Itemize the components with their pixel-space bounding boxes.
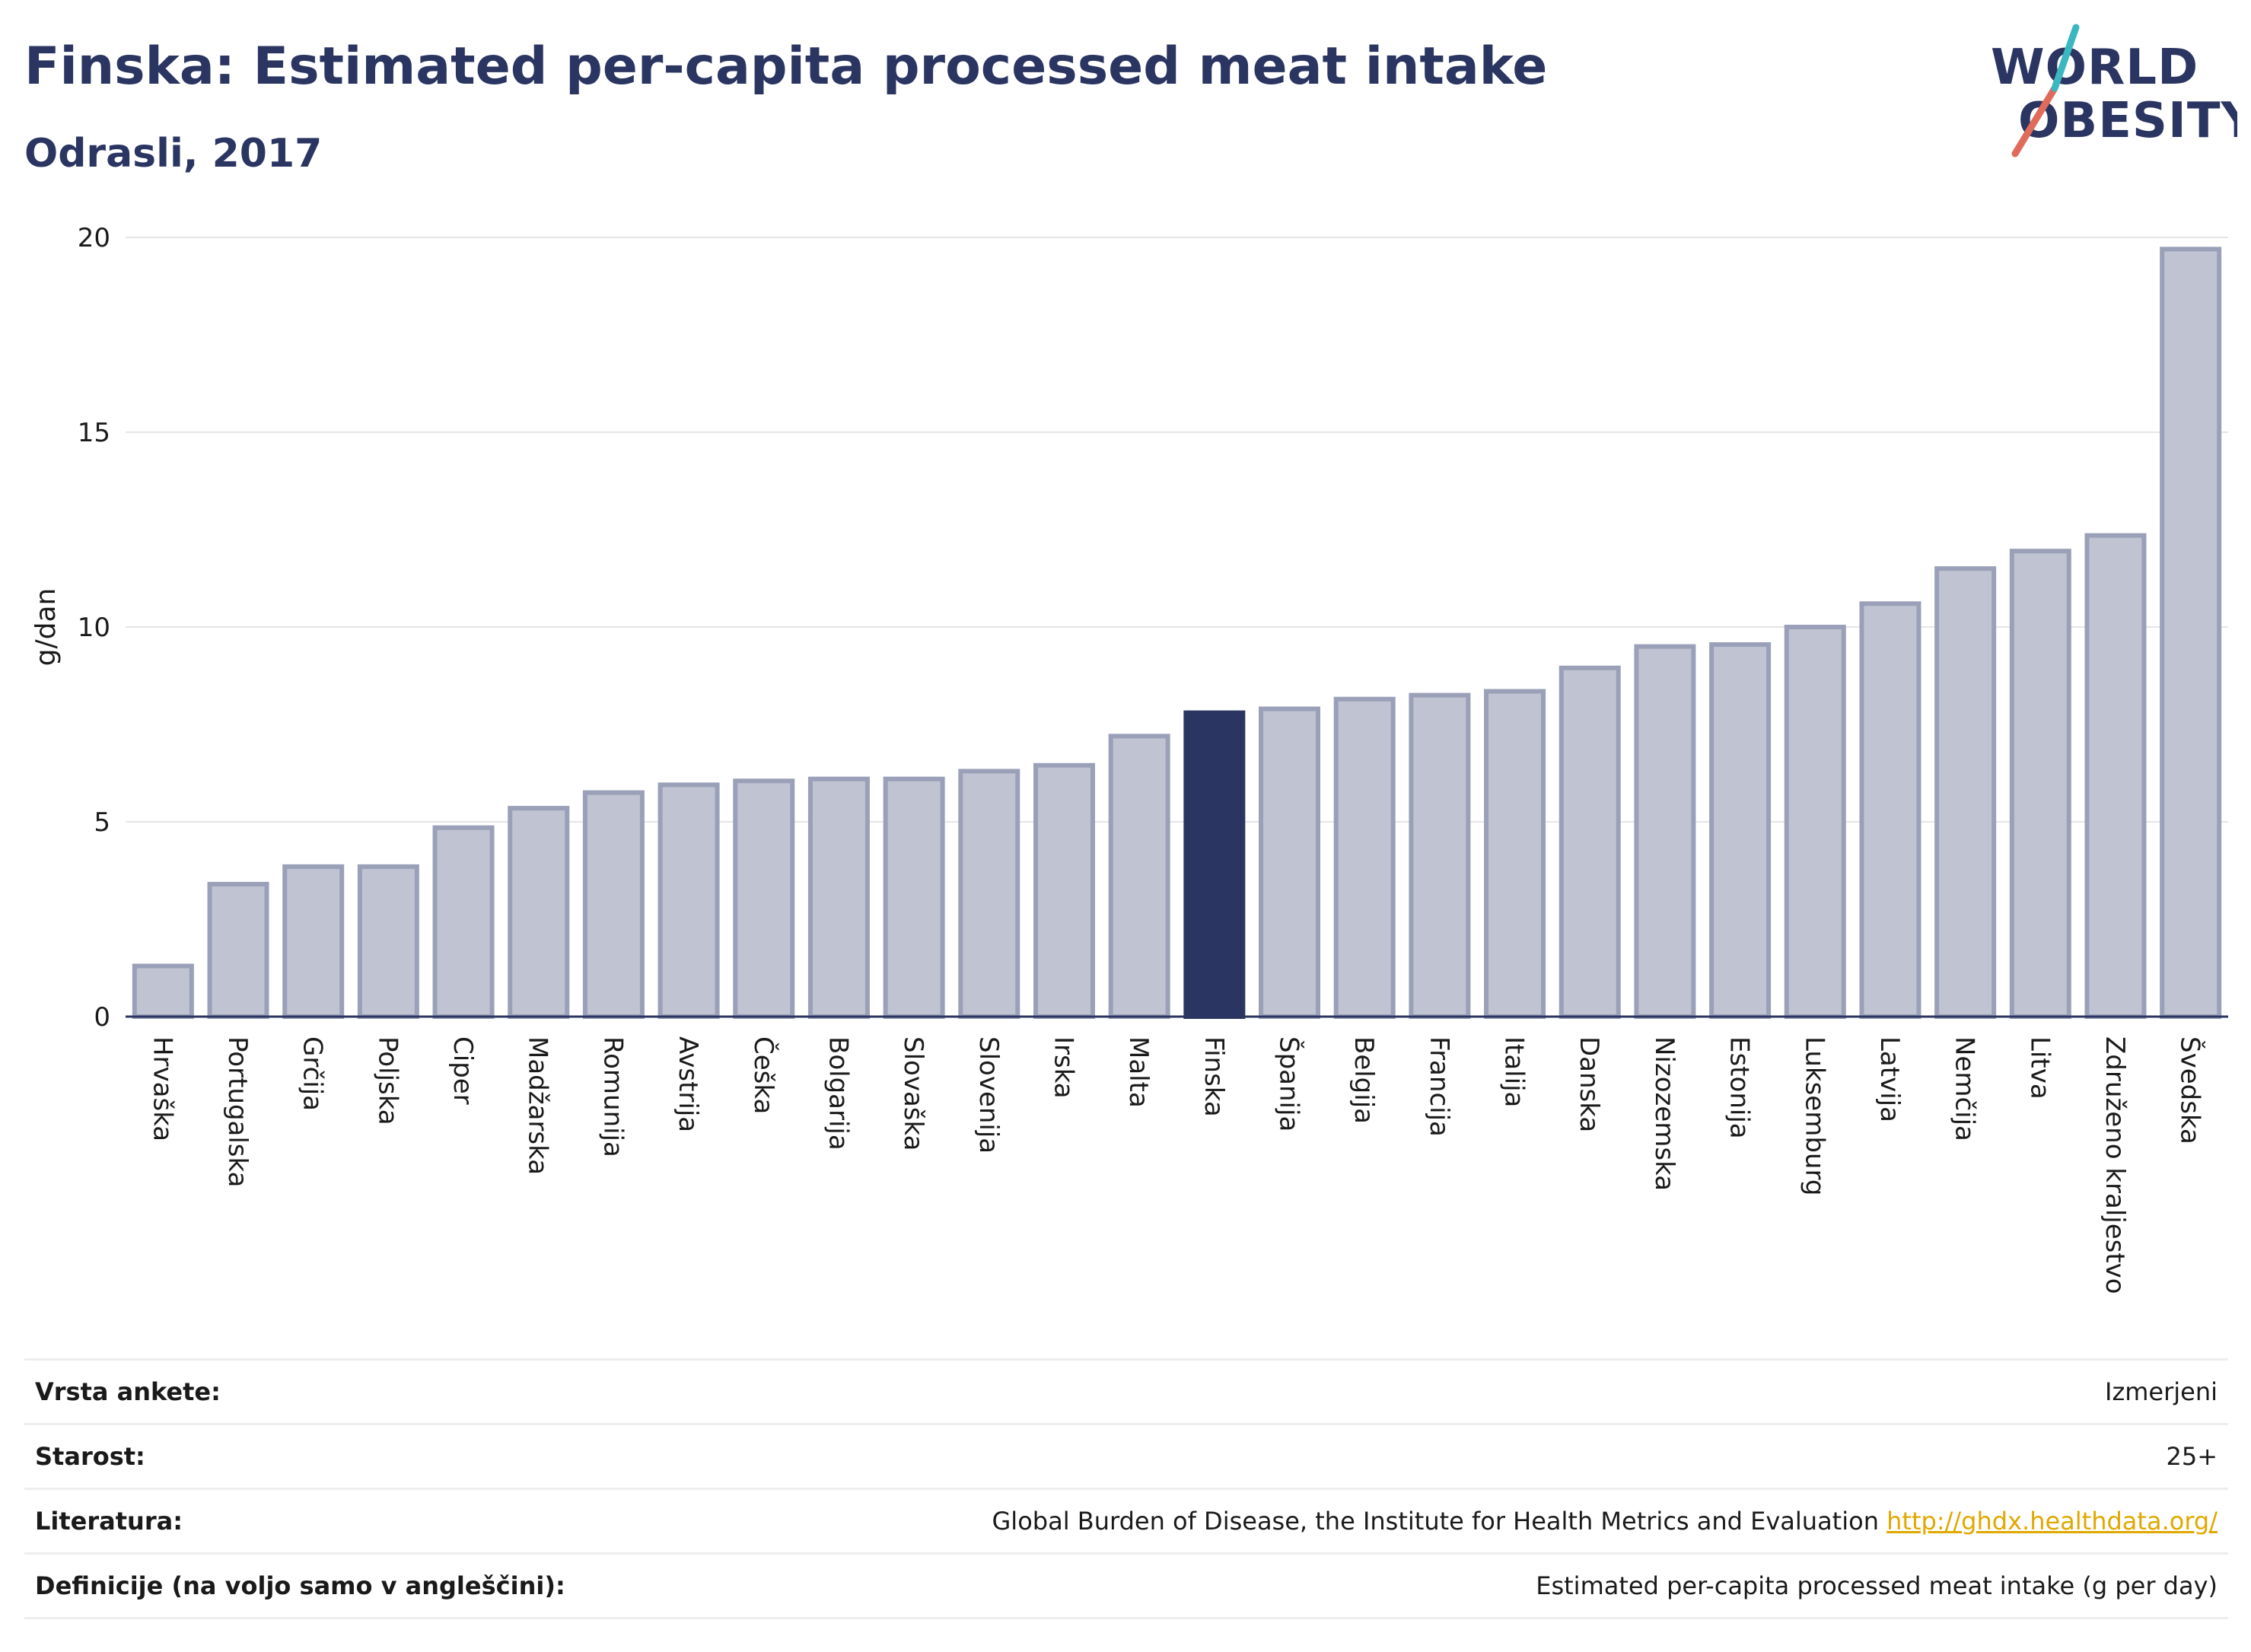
bar-chart: 0 5 10 15 20 Hrvaška Portugalska Grčija Poljska… [30, 223, 2228, 1294]
x-category-label: Slovaška [898, 1036, 928, 1151]
bar[interactable] [1709, 642, 1772, 1019]
bar-highlight[interactable] [1183, 710, 1246, 1019]
logo-slash-teal-icon [2051, 24, 2080, 92]
bar[interactable] [1634, 644, 1696, 1019]
info-label: Literatura: [35, 1507, 183, 1536]
bar[interactable] [1033, 762, 1095, 1019]
info-row-survey-type: Vrsta ankete: Izmerjeni [24, 1358, 2228, 1423]
bar[interactable] [958, 769, 1020, 1019]
bar[interactable] [582, 790, 645, 1019]
info-table: Vrsta ankete: Izmerjeni Starost: 25+ Lit… [24, 1358, 2228, 1619]
bars [132, 247, 2222, 1020]
bar[interactable] [1859, 601, 1921, 1019]
bar[interactable] [432, 825, 495, 1020]
x-category-label: Italija [1499, 1036, 1530, 1107]
bar[interactable] [1934, 566, 1997, 1019]
info-label: Vrsta ankete: [35, 1377, 221, 1406]
x-category-label: Malta [1123, 1036, 1154, 1108]
bar[interactable] [1559, 665, 1621, 1019]
y-tick-label: 0 [94, 1002, 110, 1033]
y-tick-label: 15 [78, 418, 110, 448]
bar[interactable] [357, 864, 419, 1019]
x-category-label: Češka [748, 1036, 779, 1114]
logo-line1: WORLD [1991, 40, 2198, 96]
info-row-definitions: Definicije (na voljo samo v angleščini):… [24, 1552, 2228, 1619]
chart-subtitle: Odrasli, 2017 [24, 131, 323, 177]
x-category-label: Švedska [2175, 1036, 2206, 1144]
y-tick-label: 20 [78, 223, 110, 253]
bar[interactable] [807, 776, 870, 1019]
x-category-label: Belgija [1348, 1036, 1379, 1124]
info-value: Estimated per-capita processed meat inta… [1536, 1571, 2218, 1600]
info-row-literature: Literatura: Global Burden of Disease, th… [24, 1488, 2228, 1552]
y-axis-ticks: 0 5 10 15 20 [78, 223, 110, 1033]
literature-link[interactable]: http://ghdx.healthdata.org/ [1886, 1507, 2218, 1536]
x-category-label: Združeno kraljestvo [2100, 1036, 2130, 1294]
x-category-label: Danska [1574, 1036, 1604, 1132]
y-tick-label: 10 [78, 613, 110, 643]
info-value-literature: Global Burden of Disease, the Institute … [992, 1507, 2229, 1536]
bar[interactable] [1108, 734, 1170, 1019]
x-category-label: Nizozemska [1649, 1036, 1679, 1191]
bar[interactable] [508, 806, 570, 1019]
x-category-label: Španija [1274, 1036, 1305, 1132]
x-category-label: Irska [1048, 1036, 1078, 1099]
bar[interactable] [2084, 533, 2147, 1019]
logo-slash-red-icon [2011, 84, 2058, 158]
x-category-label: Madžarska [523, 1036, 553, 1175]
x-category-label: Grčija [298, 1036, 328, 1111]
bar[interactable] [657, 782, 720, 1019]
bar[interactable] [1333, 696, 1396, 1019]
info-label: Definicije (na voljo samo v angleščini): [35, 1571, 565, 1600]
bar[interactable] [1784, 625, 1846, 1019]
x-category-label: Estonija [1724, 1036, 1755, 1139]
x-category-label: Litva [2024, 1036, 2055, 1100]
bar[interactable] [2009, 549, 2071, 1019]
bar[interactable] [207, 881, 269, 1020]
x-category-label: Hrvaška [147, 1036, 177, 1141]
x-category-label: Portugalska [222, 1036, 253, 1187]
x-category-label: Bolgarija [823, 1036, 853, 1151]
x-category-label: Nemčija [1950, 1036, 1980, 1141]
bar[interactable] [1484, 689, 1546, 1019]
x-category-label: Poljska [372, 1036, 403, 1125]
x-category-label: Latvija [1874, 1036, 1905, 1122]
y-axis-label: g/dan [30, 588, 62, 667]
logo-line2: OBESITY [2018, 93, 2237, 149]
world-obesity-logo[interactable]: WORLD OBESITY [1979, 21, 2237, 173]
info-row-age: Starost: 25+ [24, 1423, 2228, 1488]
info-label: Starost: [35, 1442, 145, 1471]
y-tick-label: 5 [94, 807, 110, 838]
x-category-label: Romunija [597, 1036, 628, 1157]
x-category-label: Francija [1424, 1036, 1454, 1137]
bar[interactable] [282, 864, 345, 1019]
x-category-label: Ciper [447, 1036, 478, 1105]
x-category-label: Slovenija [973, 1036, 1004, 1154]
info-value: 25+ [2166, 1442, 2218, 1471]
x-category-label: Avstrija [673, 1036, 703, 1132]
bar[interactable] [1259, 706, 1321, 1020]
x-axis-category-labels: Hrvaška Portugalska Grčija Poljska Ciper Madž… [147, 1036, 2205, 1294]
x-category-label: Luksemburg [1799, 1036, 1829, 1195]
bar[interactable] [1409, 692, 1471, 1019]
literature-source: Global Burden of Disease, the Institute … [992, 1507, 1879, 1536]
info-value: Izmerjeni [2105, 1377, 2218, 1406]
bar[interactable] [883, 776, 945, 1019]
bar[interactable] [132, 963, 194, 1019]
bar[interactable] [733, 778, 795, 1019]
bar[interactable] [2160, 247, 2222, 1019]
x-category-label: Finska [1199, 1036, 1229, 1117]
chart-title: Finska: Estimated per-capita processed m… [24, 37, 1548, 97]
